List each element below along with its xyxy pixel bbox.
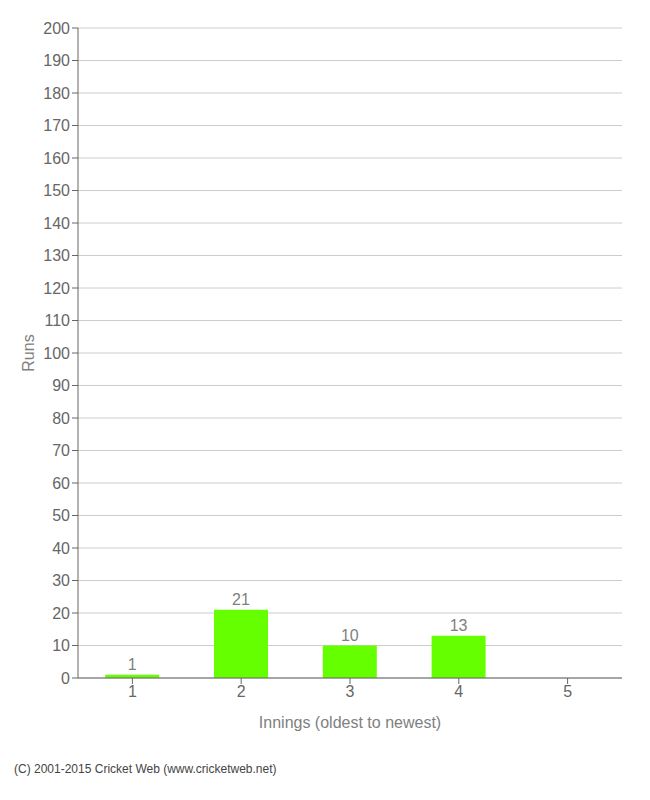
svg-text:170: 170 <box>43 117 70 134</box>
svg-text:70: 70 <box>52 442 70 459</box>
svg-text:1: 1 <box>128 683 137 700</box>
svg-text:150: 150 <box>43 182 70 199</box>
svg-text:1: 1 <box>128 656 137 673</box>
svg-text:40: 40 <box>52 540 70 557</box>
svg-text:190: 190 <box>43 52 70 69</box>
html-text:(C) 2001-2015 Cricket Web (www: (C) 2001-2015 Cricket Web (www.cricketwe… <box>14 762 277 776</box>
svg-text:Runs: Runs <box>20 334 37 371</box>
svg-text:60: 60 <box>52 475 70 492</box>
svg-text:140: 140 <box>43 215 70 232</box>
svg-text:3: 3 <box>346 683 355 700</box>
svg-text:4: 4 <box>454 683 463 700</box>
svg-text:160: 160 <box>43 150 70 167</box>
svg-text:0: 0 <box>61 670 70 687</box>
svg-text:10: 10 <box>52 637 70 654</box>
svg-text:21: 21 <box>232 591 250 608</box>
svg-text:5: 5 <box>563 683 572 700</box>
svg-text:100: 100 <box>43 345 70 362</box>
svg-text:20: 20 <box>52 605 70 622</box>
svg-text:110: 110 <box>44 312 70 329</box>
svg-text:10: 10 <box>341 627 359 644</box>
svg-text:90: 90 <box>52 377 70 394</box>
svg-text:80: 80 <box>52 410 70 427</box>
svg-text:180: 180 <box>43 85 70 102</box>
svg-text:120: 120 <box>43 280 70 297</box>
svg-text:13: 13 <box>450 617 468 634</box>
svg-text:30: 30 <box>52 572 70 589</box>
svg-text:2: 2 <box>237 683 246 700</box>
svg-text:Innings (oldest to newest): Innings (oldest to newest) <box>259 714 441 731</box>
svg-text:200: 200 <box>43 20 70 37</box>
svg-text:130: 130 <box>43 247 70 264</box>
svg-text:50: 50 <box>52 507 70 524</box>
